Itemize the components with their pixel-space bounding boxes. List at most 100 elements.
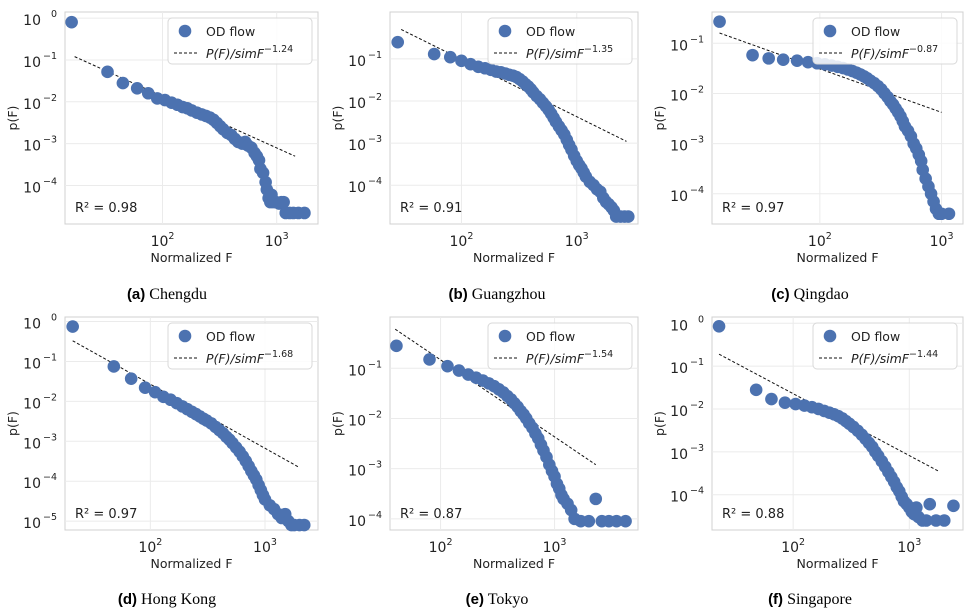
data-point [443,50,457,64]
data-point [116,76,130,90]
data-point [66,320,79,333]
legend-label-fit: P(F)/simF−1.54 [526,349,613,366]
data-point [749,383,763,397]
data-point [107,360,121,373]
r-squared-label: R² = 0.97 [75,507,137,522]
r-squared-label: R² = 0.98 [75,201,137,216]
x-tick-label: 102 [429,537,453,556]
y-tick-label: 10 −2 [348,92,382,112]
y-tick-exponent: −2 [43,93,57,104]
power-law-fit-line [72,340,300,468]
y-tick-label: 10 −2 [23,93,57,113]
subfigure-caption: (b) Guangzhou [449,286,546,303]
y-tick-exponent: 0 [51,313,57,324]
data-point [441,359,454,373]
x-tick-label: 102 [151,231,175,250]
x-tick-label: 103 [265,231,289,250]
data-point [712,319,726,333]
y-tick-exponent: 0 [51,9,57,20]
r-squared-label: R² = 0.87 [400,507,462,522]
data-point [746,48,759,62]
y-tick-exponent: −4 [690,486,704,497]
x-tick-label: 103 [897,537,921,556]
x-axis-label: Normalized F [150,556,232,571]
y-tick-label: 10 −3 [670,443,704,463]
y-tick-exponent: −2 [368,92,382,103]
data-point [391,35,405,49]
legend-marker-od-flow [498,24,512,38]
y-axis-label: p(F) [652,411,667,436]
y-tick-exponent: −5 [43,512,57,523]
y-tick-label: 10 −3 [23,135,57,155]
legend-marker-od-flow [823,329,837,343]
legend-marker-od-flow [178,329,192,343]
data-point [298,206,311,220]
data-point [582,514,596,528]
y-tick-label: 10 −1 [348,359,382,379]
y-tick-exponent: −4 [43,472,57,483]
r-squared-label: R² = 0.97 [722,201,784,216]
legend-box [812,322,958,370]
chart-panel-tokyo: 102 103 10−1 10−2 10−3 10 −4 Normalized F p(F) OD… [330,316,639,608]
y-axis-label: p(F) [330,106,345,131]
y-tick-label: 10 −4 [348,176,382,196]
data-point [423,353,436,366]
legend-label-od-flow: OD flow [206,24,255,39]
y-tick-label: 10 −1 [670,357,704,377]
data-point [101,65,114,79]
power-law-fit-line [718,353,940,472]
y-tick-label: 10 −2 [670,400,704,420]
y-tick-exponent: −4 [368,176,382,187]
y-tick-label: 10 −1 [670,34,704,54]
y-axis-label: p(F) [5,106,20,131]
y-tick-exponent: 0 [698,314,704,325]
legend-label-od-flow: OD flow [851,329,900,344]
legend-label-od-flow: OD flow [526,24,575,39]
y-tick-exponent: −1 [43,51,57,62]
x-tick-label: 102 [450,231,474,250]
y-tick-exponent: −4 [690,185,704,196]
subfigure-caption: (e) Tokyo [466,591,529,608]
y-tick-label: 10 −4 [348,510,382,530]
y-axis-label: p(F) [330,411,345,436]
y-tick-exponent: −2 [690,84,704,95]
y-tick-exponent: −3 [368,134,382,145]
y-tick-label: 10 −5 [23,512,57,532]
y-tick-label: 10 −3 [23,432,57,452]
power-law-fit-line [394,328,597,466]
data-point [390,339,403,353]
data-point [778,396,792,410]
x-tick-label: 103 [930,231,954,250]
y-tick-exponent: −3 [368,460,382,471]
y-tick-exponent: −4 [368,510,382,521]
legend-label-fit: P(F)/simF−1.35 [526,44,613,61]
data-point [130,82,144,95]
data-point [776,53,790,67]
y-tick-exponent: −1 [368,50,382,61]
y-axis-label: p(F) [652,106,667,131]
legend-marker-od-flow [498,329,512,343]
data-point [297,518,311,532]
legend-box [812,17,958,65]
y-tick-exponent: −4 [43,176,57,187]
data-point [942,207,956,221]
y-tick-exponent: −1 [368,359,382,370]
y-tick-label: 10 −4 [670,185,704,205]
y-tick-label: 10 −4 [23,472,57,492]
data-point [427,47,441,61]
subfigure-caption: (f) Singapore [768,591,852,608]
data-point [910,501,923,514]
y-tick-label: 10 −2 [23,392,57,412]
x-tick-label: 103 [565,231,589,250]
data-point [65,15,78,29]
data-point [277,195,290,209]
legend-label-od-flow: OD flow [206,329,255,344]
y-tick-label: 10 −2 [670,84,704,104]
data-point [947,499,960,513]
x-tick-label: 102 [808,231,832,250]
x-axis-label: Normalized F [796,556,878,571]
subfigure-caption: (c) Qingdao [771,286,848,303]
